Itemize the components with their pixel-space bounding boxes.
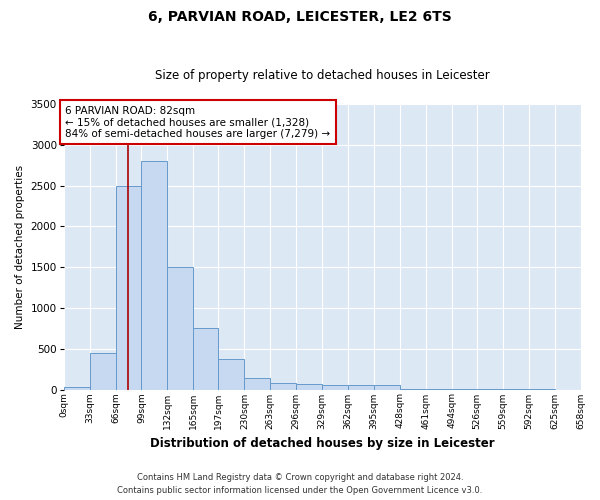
Bar <box>374 386 400 390</box>
Bar <box>116 186 142 390</box>
Bar <box>64 388 89 390</box>
Text: 6 PARVIAN ROAD: 82sqm
← 15% of detached houses are smaller (1,328)
84% of semi-d: 6 PARVIAN ROAD: 82sqm ← 15% of detached … <box>65 106 331 139</box>
Bar <box>89 353 116 390</box>
Bar <box>296 384 322 390</box>
X-axis label: Distribution of detached houses by size in Leicester: Distribution of detached houses by size … <box>150 437 494 450</box>
Text: 6, PARVIAN ROAD, LEICESTER, LE2 6TS: 6, PARVIAN ROAD, LEICESTER, LE2 6TS <box>148 10 452 24</box>
Bar <box>142 161 167 390</box>
Bar <box>167 267 193 390</box>
Bar <box>348 385 374 390</box>
Bar <box>270 383 296 390</box>
Text: Contains HM Land Registry data © Crown copyright and database right 2024.
Contai: Contains HM Land Registry data © Crown c… <box>118 474 482 495</box>
Title: Size of property relative to detached houses in Leicester: Size of property relative to detached ho… <box>155 69 490 82</box>
Bar <box>218 358 244 390</box>
Bar <box>244 378 270 390</box>
Y-axis label: Number of detached properties: Number of detached properties <box>15 164 25 329</box>
Bar <box>193 328 218 390</box>
Bar <box>400 389 426 390</box>
Bar <box>322 384 348 390</box>
